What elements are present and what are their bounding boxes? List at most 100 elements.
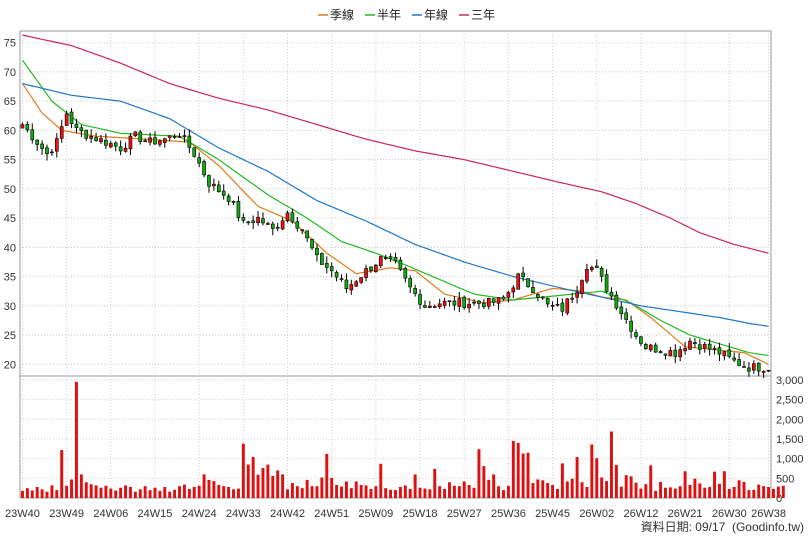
x-tick-label: 23W40	[5, 508, 40, 520]
candlestick	[766, 369, 771, 373]
candlestick	[383, 254, 388, 261]
volume-bar	[467, 485, 471, 498]
candle-body-up	[432, 306, 437, 308]
volume-bar	[40, 489, 44, 498]
candlestick	[727, 342, 732, 359]
price-tick-label: 70	[4, 67, 16, 79]
candle-body-up	[437, 303, 442, 308]
volume-bar	[148, 490, 152, 498]
candle-body-down	[344, 279, 349, 290]
candle-body-up	[565, 298, 570, 314]
candle-body-up	[50, 151, 54, 154]
volume-bar	[281, 474, 285, 498]
candle-body-down	[594, 265, 599, 268]
volume-bar	[624, 475, 628, 498]
x-tick-label: 26W38	[751, 508, 786, 520]
volume-bar	[359, 485, 363, 498]
candle-body-up	[766, 369, 771, 372]
volume-bar	[227, 486, 231, 498]
candle-body-up	[511, 287, 516, 293]
candle-body-down	[369, 266, 373, 271]
candlestick	[482, 299, 486, 310]
candlestick	[354, 280, 359, 288]
candle-body-up	[280, 220, 285, 230]
candle-body-up	[678, 349, 683, 358]
candle-body-up	[761, 370, 766, 373]
volume-bar	[752, 489, 756, 498]
volume-bar	[438, 486, 442, 498]
volume-bar	[737, 480, 741, 498]
volume-bar	[119, 487, 123, 498]
candle-body-down	[300, 229, 305, 231]
candlestick	[501, 295, 506, 301]
candle-body-up	[354, 281, 359, 287]
volume-axis-ticks: 0 500 1,000 1,500 2,000 2,500 3,000	[776, 375, 804, 505]
candlestick	[69, 108, 74, 129]
candle-body-down	[202, 161, 206, 176]
candlestick	[634, 329, 638, 340]
candlestick	[491, 298, 496, 306]
candle-body-up	[108, 143, 113, 148]
volume-bar	[673, 488, 677, 498]
candlestick	[496, 297, 501, 311]
volume-bar	[84, 482, 88, 498]
volume-bar	[560, 463, 564, 498]
volume-bar	[629, 476, 633, 498]
candle-body-up	[364, 268, 368, 278]
volume-bar	[502, 490, 505, 498]
candle-body-down	[536, 294, 540, 298]
candlestick	[693, 337, 697, 349]
x-tick-label: 24W33	[226, 508, 261, 520]
candle-body-down	[742, 366, 746, 368]
candlestick	[231, 200, 236, 206]
volume-bar	[364, 485, 368, 498]
legend-item-ma_q: 季線	[318, 7, 354, 22]
volume-bar	[551, 485, 555, 498]
candlestick	[531, 280, 535, 294]
candle-body-down	[653, 344, 658, 353]
candlestick	[172, 133, 177, 139]
volume-bar	[25, 488, 29, 498]
candlestick	[30, 123, 35, 144]
volume-bar	[50, 485, 54, 498]
candle-body-down	[138, 131, 143, 143]
candle-body-down	[310, 238, 314, 249]
price-tick-label: 50	[4, 184, 16, 196]
candle-body-up	[585, 269, 589, 282]
volume-bar	[492, 474, 496, 498]
candle-body-down	[693, 342, 697, 344]
candlestick	[192, 147, 197, 158]
volume-bar	[570, 478, 574, 498]
candle-body-up	[256, 216, 260, 224]
volume-bar	[290, 483, 294, 498]
candle-body-up	[383, 257, 388, 259]
volume-bar	[276, 470, 280, 498]
candle-body-down	[418, 294, 422, 305]
candle-body-down	[756, 362, 761, 372]
volume-bar	[251, 457, 255, 498]
legend-item-ma_3y: 三年	[459, 8, 495, 22]
candle-body-up	[133, 131, 138, 137]
candlestick	[84, 129, 89, 141]
volume-tick-label: 0	[776, 493, 782, 505]
volume-panel-frame	[19, 375, 772, 499]
footer-source: (Goodinfo.tw)	[731, 520, 804, 534]
candlestick	[266, 221, 270, 225]
volume-bar	[713, 471, 717, 498]
volume-bar	[320, 477, 324, 498]
volume-tick-label: 2,500	[776, 395, 804, 407]
candlestick	[653, 342, 658, 353]
candle-body-up	[285, 212, 290, 222]
volume-bar	[683, 471, 687, 498]
candlestick	[467, 297, 471, 313]
volume-bar	[168, 491, 172, 498]
candlestick	[683, 342, 687, 355]
candlestick	[712, 345, 717, 355]
candlestick	[639, 335, 643, 346]
volume-bar	[256, 474, 260, 498]
candle-body-down	[231, 201, 236, 203]
candlestick	[207, 174, 211, 193]
volume-bar	[202, 474, 206, 498]
candle-body-down	[491, 298, 496, 303]
x-tick-label: 26W02	[579, 508, 614, 520]
